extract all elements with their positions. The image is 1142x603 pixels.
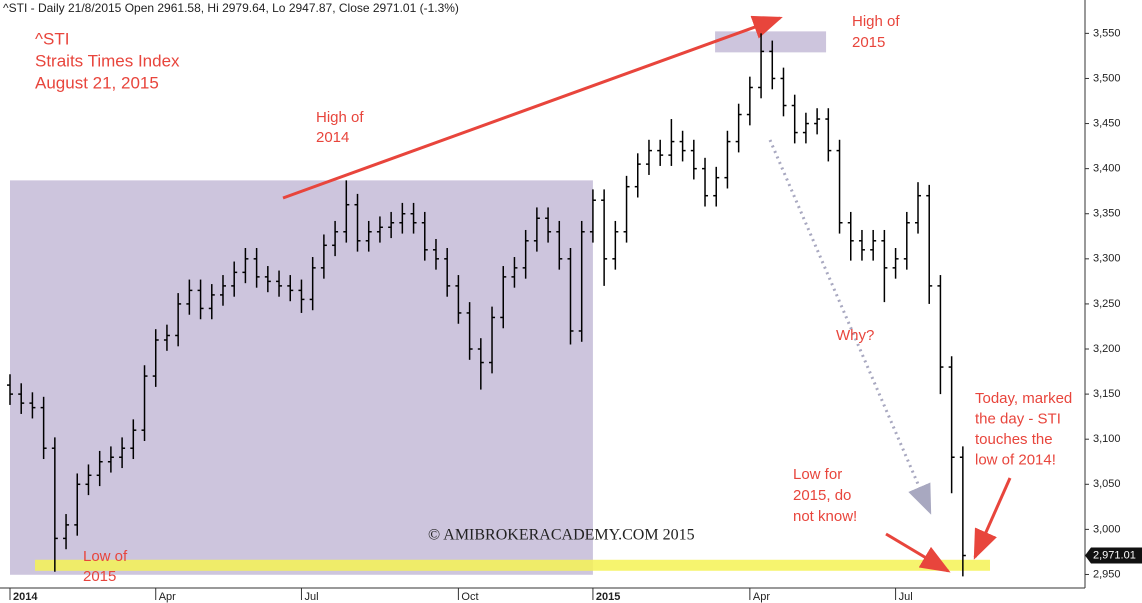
annotation: Today, marked bbox=[975, 390, 1072, 407]
x-tick-label: 2014 bbox=[13, 591, 38, 603]
annotation: low of 2014! bbox=[975, 451, 1056, 468]
y-tick-label: 3,300 bbox=[1093, 253, 1121, 265]
y-tick-label: 3,100 bbox=[1093, 433, 1121, 445]
y-tick-label: 3,450 bbox=[1093, 117, 1121, 129]
highlight-box bbox=[10, 180, 593, 575]
x-tick-label: Jul bbox=[899, 591, 913, 603]
annotation: 2014 bbox=[316, 129, 349, 146]
y-tick-label: 3,050 bbox=[1093, 478, 1121, 490]
y-tick-label: 3,250 bbox=[1093, 298, 1121, 310]
annotation: 2015, do bbox=[793, 487, 851, 504]
y-tick-label: 3,550 bbox=[1093, 27, 1121, 39]
annotation: Low of bbox=[83, 548, 128, 565]
arrow bbox=[768, 139, 932, 515]
x-tick-label: 2015 bbox=[596, 591, 620, 603]
y-tick-label: 3,150 bbox=[1093, 388, 1121, 400]
chart-title: Straits Times Index bbox=[35, 51, 180, 70]
annotation: 2015 bbox=[83, 568, 116, 585]
annotation: High of bbox=[852, 13, 900, 30]
arrow bbox=[885, 532, 951, 573]
last-price-label: 2,971.01 bbox=[1093, 549, 1136, 561]
arrow bbox=[973, 477, 1012, 560]
y-tick-label: 3,350 bbox=[1093, 208, 1121, 220]
chart-title: ^STI bbox=[35, 29, 69, 48]
annotation: not know! bbox=[793, 508, 857, 525]
highlight-box bbox=[715, 31, 827, 53]
y-tick-label: 3,500 bbox=[1093, 72, 1121, 84]
last-price-box bbox=[1085, 547, 1142, 564]
annotation: Low for bbox=[793, 466, 842, 483]
y-tick-label: 3,400 bbox=[1093, 163, 1121, 175]
y-tick-label: 2,950 bbox=[1093, 568, 1121, 580]
y-tick-label: 3,000 bbox=[1093, 523, 1121, 535]
x-tick-label: Apr bbox=[753, 591, 770, 603]
highlight-band bbox=[35, 559, 990, 571]
chart-title: August 21, 2015 bbox=[35, 73, 159, 92]
annotation: 2015 bbox=[852, 34, 885, 51]
x-tick-label: Jul bbox=[304, 591, 318, 603]
annotation: High of bbox=[316, 109, 364, 126]
x-tick-label: Apr bbox=[159, 591, 176, 603]
watermark: © AMIBROKERACADEMY.COM 2015 bbox=[428, 527, 695, 544]
annotation: the day - STI bbox=[975, 410, 1061, 427]
y-tick-label: 3,200 bbox=[1093, 343, 1121, 355]
annotation: touches the bbox=[975, 431, 1053, 448]
header: ^STI - Daily 21/8/2015 Open 2961.58, Hi … bbox=[3, 1, 459, 15]
x-tick-label: Oct bbox=[461, 591, 478, 603]
annotation: Why? bbox=[836, 327, 874, 344]
arrow bbox=[282, 15, 783, 200]
